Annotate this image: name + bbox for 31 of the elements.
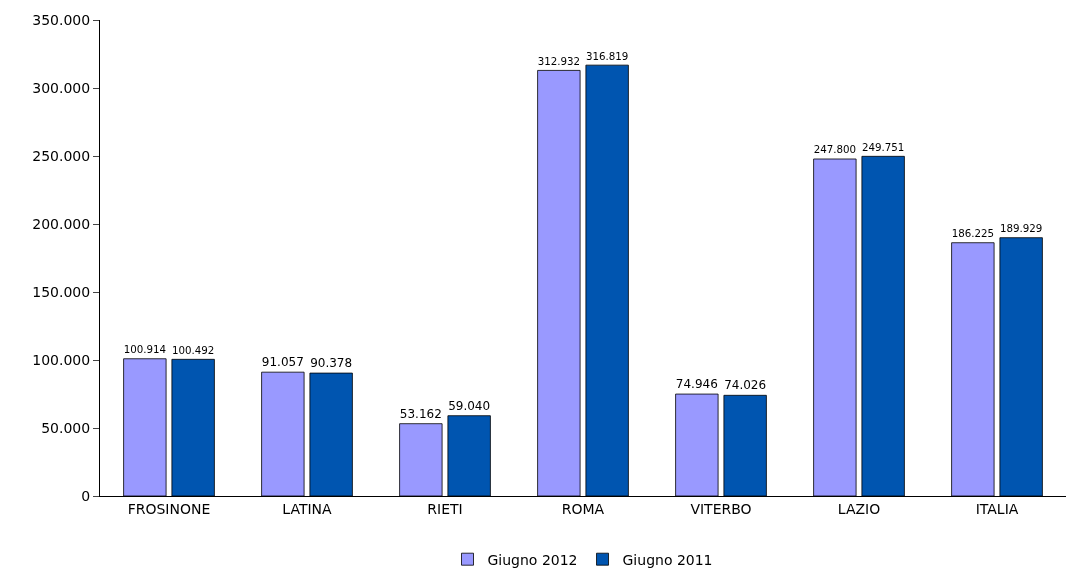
data-label: 59.040	[448, 398, 491, 413]
y-tick-label: 350.000	[32, 11, 91, 28]
x-tick-label: LAZIO	[837, 500, 881, 517]
x-tick-label: FROSINONE	[127, 500, 211, 517]
data-label: 312.932	[537, 54, 581, 67]
y-tick-label: 250.000	[32, 147, 91, 164]
data-label: 90.378	[310, 356, 353, 371]
x-tick-label: VITERBO	[690, 500, 752, 517]
y-tick-label: 150.000	[32, 283, 91, 300]
legend-label: Giugno 2011	[622, 551, 713, 568]
y-tick-label: 300.000	[32, 79, 91, 96]
data-label: 53.162	[399, 406, 442, 421]
y-tick-label: 50.000	[41, 419, 91, 436]
y-tick-label: 0	[81, 487, 91, 504]
data-label: 100.492	[171, 343, 215, 356]
x-tick-label: LATINA	[282, 500, 333, 517]
y-tick-label: 100.000	[32, 351, 91, 368]
x-tick-label: ITALIA	[975, 500, 1019, 517]
data-label: 100.914	[123, 343, 167, 356]
data-label: 189.929	[999, 222, 1043, 235]
data-label: 316.819	[585, 49, 629, 62]
data-label: 74.946	[675, 377, 718, 392]
data-label: 74.026	[724, 378, 767, 393]
x-tick-label: RIETI	[427, 500, 463, 517]
data-label: 247.800	[813, 143, 857, 156]
data-label: 186.225	[951, 227, 995, 240]
data-label: 91.057	[261, 355, 304, 370]
data-label: 249.751	[861, 140, 905, 153]
legend-label: Giugno 2012	[487, 551, 578, 568]
y-tick-label: 200.000	[32, 215, 91, 232]
x-tick-label: ROMA	[561, 500, 605, 517]
